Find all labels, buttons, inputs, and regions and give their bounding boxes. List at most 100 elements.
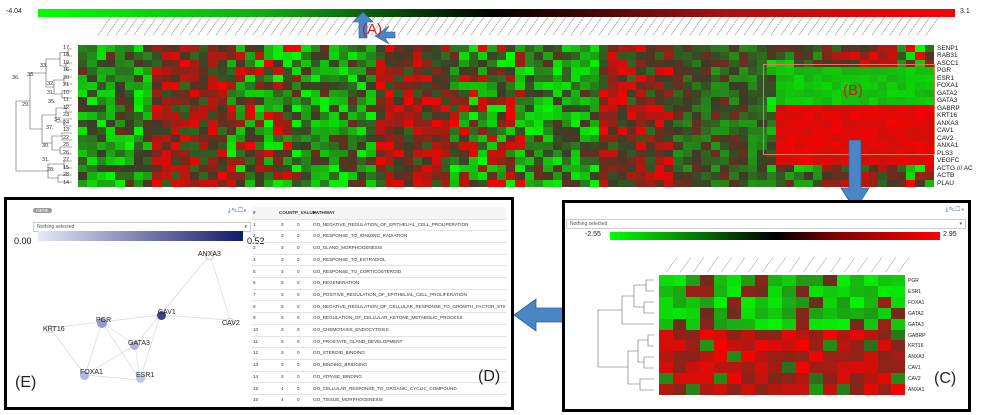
- table-row[interactable]: 15 4 0 GO_CELLULAR_RESPONSE_TO_ORGANIC_CYCL…: [252, 383, 506, 395]
- c-scale-min: -2.55: [585, 231, 601, 238]
- heatmap-row-label: GATA2: [937, 89, 958, 97]
- network-edges: [49, 254, 231, 381]
- node-anxa3[interactable]: [205, 251, 214, 260]
- sub-row-label: CAV1: [908, 365, 921, 372]
- dendrogram-leaf-number: 22: [63, 134, 70, 141]
- heatmap-row-label: GATA3: [937, 97, 958, 105]
- dendrogram-leaf-number: 14: [63, 179, 70, 186]
- table-row[interactable]: 5 3 0 GO_RESPONSE_TO_CORTICOSTEROID: [252, 266, 506, 278]
- dendrogram-leaf-number: 12: [63, 104, 70, 111]
- sub-heatmap: [659, 275, 906, 396]
- sub-row-label: ESR1: [908, 288, 922, 295]
- table-row[interactable]: 9 3 0 GO_REGULATION_OF_CELLULAR_KETONE_META…: [252, 312, 506, 325]
- color-scale-bar: [38, 9, 955, 17]
- label-e: (E): [15, 374, 37, 391]
- node-label-cav2: CAV2: [222, 320, 240, 327]
- network-toolbar-icons[interactable]: ⤓✎☐⨯: [228, 208, 248, 214]
- dendrogram-node-labels: 33. 33. 36. 32. 31. 35. 29. 34. 37. 30. 31. 28.: [2, 45, 62, 187]
- sub-column-labels: ~~~~~~~~ ~~~~~~~~ ~~~~~~~~ ~~~~~~~~ ~~~~~~~~…: [661, 255, 911, 275]
- heatmap-row-label: ACTB: [937, 172, 955, 180]
- node-gata3[interactable]: [130, 341, 139, 350]
- dendrogram-node-label: 33.: [40, 63, 48, 69]
- heatmap-row-label: ESR1: [937, 74, 954, 82]
- dendrogram-node-label: 37.: [46, 125, 54, 131]
- dendrogram-node-label: 34.: [54, 117, 62, 123]
- heatmap-dropdown[interactable]: Nothing selected ▾: [566, 219, 966, 229]
- dendrogram-node-label: 35.: [48, 99, 56, 105]
- sub-row-label: ANXA3: [908, 354, 925, 361]
- table-row[interactable]: 6 3 0 GO_REGENERATION: [252, 277, 506, 290]
- heatmap-row-label: ANXA3: [937, 119, 959, 127]
- table-row[interactable]: 11 3 0 GO_PROSTATE_GLAND_DEVELOPMENT: [252, 336, 506, 349]
- dendrogram-leaf-number: 19: [63, 59, 70, 66]
- heatmap-toolbar-icons[interactable]: ⤓✎☐⨯: [945, 207, 965, 213]
- node-label-pgr: PGR: [96, 317, 112, 324]
- dendrogram-leaf-number: 10: [63, 89, 70, 96]
- heatmap-row-label: FOXA1: [937, 82, 959, 90]
- node-label-cav1: CAV1: [158, 309, 176, 316]
- c-scale-max: 2.95: [943, 231, 957, 238]
- sub-column-label: ~~~~~~~~: [828, 255, 843, 274]
- sub-column-label: ~~~~~~~~: [691, 255, 707, 274]
- table-row[interactable]: 7 3 0 GO_POSITIVE_REGULATION_OF_EPITHELIAL_…: [252, 289, 506, 302]
- heatmap-row-label: RAB31: [937, 52, 958, 60]
- sub-row-label: PGR: [908, 278, 919, 284]
- heatmap-row-labels: SENP1 RAB31 ASCC1 PGR ESR1 FOXA1 GATA2 GATA3 GAB…: [937, 45, 982, 187]
- node-esr1[interactable]: [136, 374, 145, 383]
- sub-column-label: ~~~~~~~~: [814, 255, 830, 274]
- heatmap-row-label: ACTG /// AC: [937, 164, 973, 172]
- table-row[interactable]: 14 3 0 GO_ATPASE_BINDING: [252, 371, 506, 384]
- dendrogram-leaf-number: 17: [63, 45, 70, 51]
- table-row[interactable]: 2 3 0 GO_RESPONSE_TO_IONIZING_RADIATION: [252, 230, 506, 243]
- sub-row-label: FOXA1: [908, 299, 925, 306]
- arrow-down-icon: [840, 139, 870, 211]
- table-row[interactable]: 12 3 0 GO_STEROID_BINDING: [252, 347, 506, 360]
- table-row[interactable]: 13 3 0 GO_BINDING_BRIDGING: [252, 359, 506, 372]
- node-label-esr1: ESR1: [136, 372, 155, 379]
- sub-column-label: ~~~~~~~~: [773, 255, 789, 274]
- heatmap-row-label: PGR: [937, 67, 952, 75]
- sub-row-label: GATA2: [908, 310, 924, 317]
- sub-row-label: KRT16: [908, 343, 924, 350]
- gene-badge: GENE: [33, 208, 52, 213]
- heatmap-row-label: SENP1: [937, 45, 959, 52]
- table-row[interactable]: 4 3 0 GO_RESPONSE_TO_ESTRADIOL: [252, 254, 506, 267]
- table-row[interactable]: 1 3 0 GO_NEGATIVE_REGULATION_OF_EPITHELIAL_…: [252, 219, 506, 232]
- sub-row-label: ANXA1: [908, 387, 925, 394]
- dendrogram-node-label: 33.: [27, 72, 35, 78]
- heatmap-row-label: ANXA1: [937, 142, 959, 150]
- table-header: # COUNT P_VALUE PATHWAY: [252, 207, 506, 220]
- sub-column-label: ~~~~~~~~: [732, 255, 748, 274]
- dendrogram-node-label: 28.: [47, 167, 55, 173]
- table-row[interactable]: 8 3 0 GO_NEGATIVE_REGULATION_OF_CELLULAR_RE…: [252, 301, 506, 314]
- row-dendrogram: [15, 48, 72, 183]
- column-labels: ~~~~~~~~ ~~~~~~~~ ~~~~~~~~ ~~~~~~~~ ~~~~~~~~…: [96, 15, 942, 47]
- table-row[interactable]: 10 3 0 GO_CHEMOTAXIS_ENDOCYTOSIS: [252, 324, 506, 337]
- dendrogram-leaf-number: 20: [63, 74, 70, 81]
- heatmap-row-label: PLAU: [937, 179, 954, 187]
- node-cav2[interactable]: [226, 318, 234, 326]
- heatmap-row-label: GABRP: [937, 104, 960, 112]
- heatmap-row-label: VEGFC: [937, 157, 960, 165]
- main-heatmap: [78, 45, 935, 188]
- sub-column-label: ~~~~~~~~: [746, 255, 761, 274]
- dendrogram-leaf-number: 28: [63, 172, 70, 179]
- dendrogram-leaf-number: 15: [63, 164, 70, 171]
- heatmap-row-label: KRT16: [937, 112, 958, 120]
- arrow-a-icon: [352, 11, 396, 45]
- table-row[interactable]: 16 4 0 GO_TISSUE_MORPHOGENESIS: [252, 394, 506, 407]
- sub-column-label: ~~~~~~~~: [664, 255, 679, 274]
- node-label-gata3: GATA3: [128, 340, 150, 347]
- dendrogram-node-label: 30.: [42, 143, 50, 149]
- node-label-krt16: KRT16: [43, 326, 65, 333]
- node-pgr[interactable]: [97, 318, 107, 328]
- node-label-anxa3: ANXA3: [198, 251, 221, 258]
- sub-dendrogram: [597, 279, 654, 391]
- table-row[interactable]: 3 3 0 GO_GLAND_MORPHOGENESIS: [252, 242, 506, 255]
- heatmap-row-label: PLS3: [937, 149, 953, 157]
- sub-row-label: CAV2: [908, 376, 921, 383]
- node-krt16[interactable]: [46, 325, 54, 333]
- node-foxa1[interactable]: [80, 371, 89, 380]
- node-cav1[interactable]: [157, 311, 166, 320]
- dendrogram-node-label: 31.: [47, 90, 55, 96]
